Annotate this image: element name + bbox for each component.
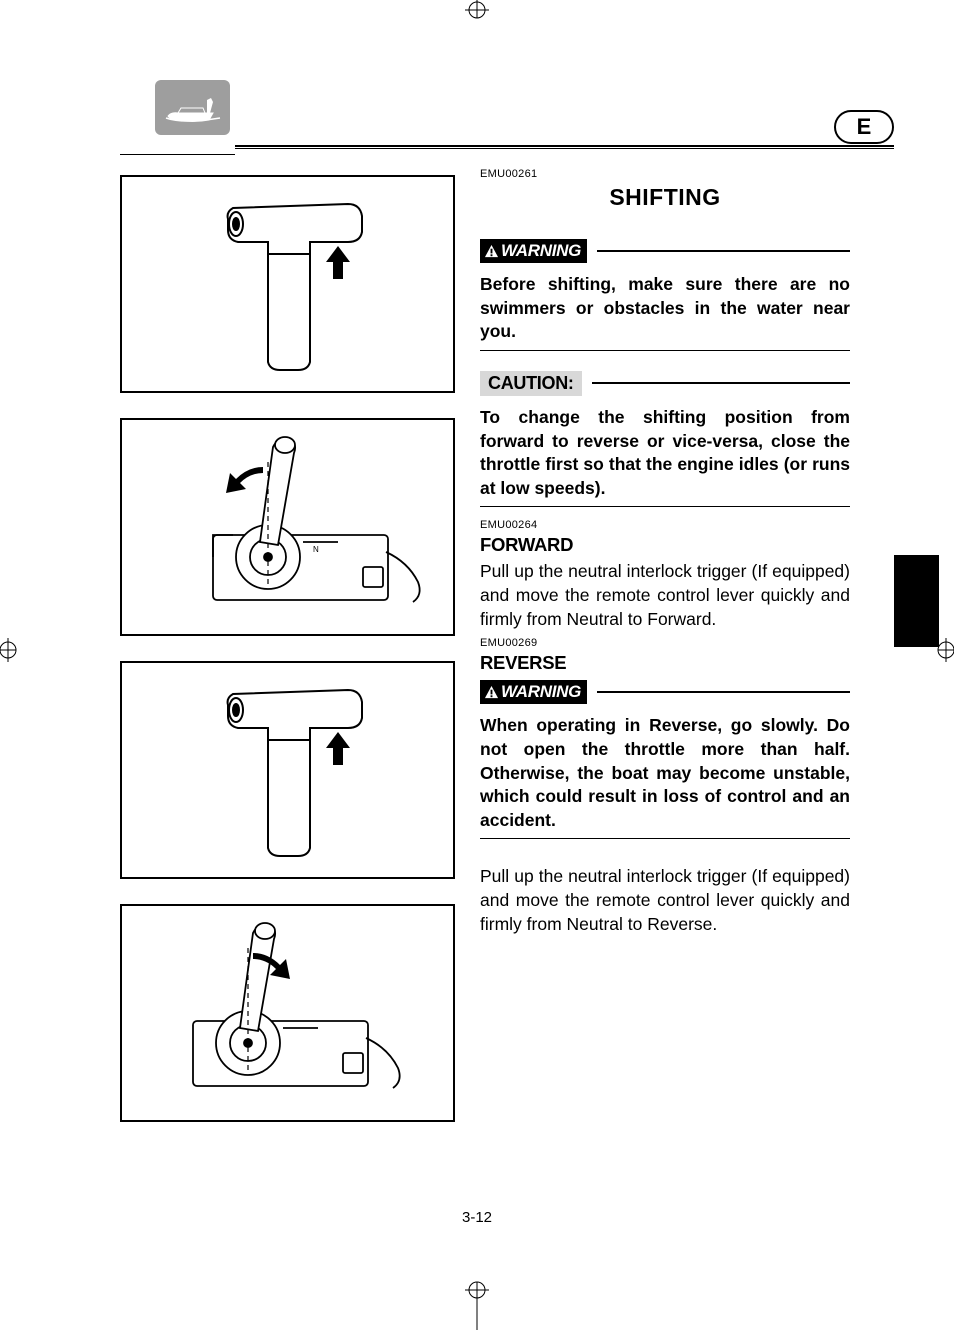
page-frame: E [60,60,894,1240]
warning-2-body: When operating in Reverse, go slowly. Do… [480,714,850,832]
language-badge: E [834,110,894,144]
warning-text-label: WARNING [501,682,581,702]
caution-label: CAUTION: [480,371,582,396]
section-tab [894,555,939,647]
separator [480,838,850,839]
cropmark-left [0,630,18,670]
caution-header: CAUTION: [480,371,850,396]
figure-remote-forward: N [120,418,455,636]
forward-body: Pull up the neutral interlock trigger (I… [480,560,850,631]
caution-body: To change the shifting position from for… [480,406,850,501]
ref-code-3: EMU00269 [480,637,850,649]
figure-column: N [120,175,460,1147]
separator [480,506,850,507]
separator [480,350,850,351]
warning-rule [597,250,850,252]
svg-text:N: N [313,545,319,554]
reverse-body: Pull up the neutral interlock trigger (I… [480,865,850,936]
page-header: E [60,80,894,155]
figure-remote-reverse [120,904,455,1122]
header-rule [235,145,894,149]
warning-text-label: WARNING [501,241,581,261]
header-rule-thin [120,154,235,155]
warning-1-body: Before shifting, make sure there are no … [480,273,850,344]
warning-label: WARNING [480,239,587,263]
warning-header-1: WARNING [480,239,850,263]
reverse-heading: REVERSE [480,652,850,674]
cropmark-top [457,0,497,20]
forward-heading: FORWARD [480,534,850,556]
section-title: SHIFTING [480,184,850,211]
ref-code-1: EMU00261 [480,168,850,180]
warning-header-2: WARNING [480,680,850,704]
page-number: 3-12 [60,1209,894,1226]
figure-tiller-1 [120,175,455,393]
warning-rule [597,691,850,693]
caution-rule [592,382,850,384]
boat-badge-icon [155,80,230,135]
warning-label: WARNING [480,680,587,704]
cropmark-bottom [457,1280,497,1330]
text-column: EMU00261 SHIFTING WARNING Before shiftin… [480,168,850,942]
figure-tiller-2 [120,661,455,879]
ref-code-2: EMU00264 [480,519,850,531]
